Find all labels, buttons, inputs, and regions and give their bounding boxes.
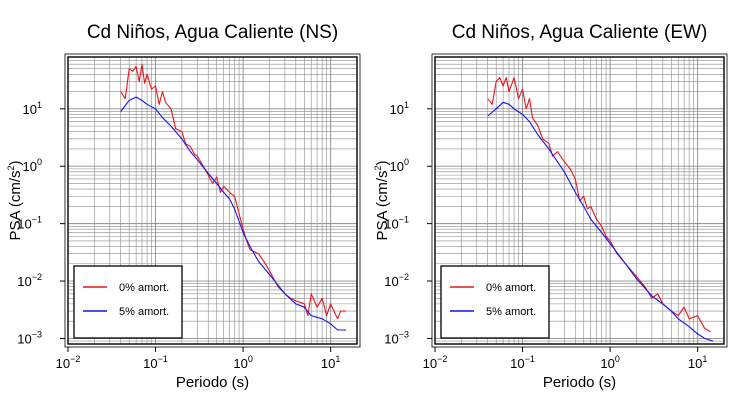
chart-1-title: Cd Niños, Agua Caliente (EW)	[452, 22, 708, 43]
chart-1-y-axis-label: PSA (cm/s2)	[373, 160, 391, 240]
chart-1-y-tick-label: 100	[390, 157, 409, 174]
chart-0-plot-frame	[67, 56, 358, 345]
chart-0-legend-label-0: 0% amort.	[119, 282, 169, 294]
chart-1-legend-box	[440, 265, 550, 339]
chart-0-x-tick-label: 101	[321, 354, 340, 371]
chart-1-legend-label-1: 5% amort.	[486, 306, 536, 318]
chart-0-series-line-1	[120, 96, 347, 331]
chart-1-series-line-1	[487, 101, 714, 342]
chart-1-y-tick-label: 101	[390, 100, 409, 117]
chart-0-y-tick-label: 10−2	[17, 272, 42, 289]
chart-1-x-tick-label: 10−2	[423, 354, 448, 371]
chart-0: 10−2 10−1 100 101 10−3 10−2 10−1 100 101 Cd Niños…	[6, 22, 361, 391]
chart-0-x-tick-label: 100	[233, 354, 252, 371]
chart-1-x-axis-label: Periodo (s)	[543, 374, 616, 391]
chart-1-x-tick-label: 101	[688, 354, 707, 371]
chart-0-legend: 0% amort. 5% amort.	[73, 265, 183, 339]
chart-1-x-tick-label: 10−1	[510, 354, 535, 371]
chart-0-x-tick-label: 10−2	[56, 354, 81, 371]
chart-0-y-tick-label: 10−1	[17, 215, 42, 232]
chart-0-x-tick-label: 10−1	[143, 354, 168, 371]
chart-0-legend-box	[73, 265, 183, 339]
chart-0-x-axis-label: Periodo (s)	[176, 374, 249, 391]
chart-1-legend: 0% amort. 5% amort.	[440, 265, 550, 339]
chart-1-plot-outer-frame	[431, 53, 728, 348]
chart-0-y-axis-label: PSA (cm/s2)	[6, 160, 24, 240]
chart-0-y-tick-label: 10−3	[17, 329, 42, 346]
chart-0-y-tick-label: 101	[23, 100, 42, 117]
chart-1-x-tick-label: 100	[600, 354, 619, 371]
chart-0-series-line-0	[120, 63, 347, 320]
chart-1-y-tick-label: 10−3	[384, 329, 409, 346]
chart-0-legend-label-1: 5% amort.	[119, 306, 169, 318]
chart-1-y-tick-label: 10−1	[384, 215, 409, 232]
chart-1-grid	[434, 56, 725, 345]
chart-1-y-tick-label: 10−2	[384, 272, 409, 289]
chart-0-plot-outer-frame	[64, 53, 361, 348]
chart-1-plot-frame	[434, 56, 725, 345]
chart-1: 10−2 10−1 100 101 10−3 10−2 10−1 100 101 Cd Niños…	[373, 22, 728, 391]
chart-0-title: Cd Niños, Agua Caliente (NS)	[87, 22, 338, 43]
chart-1-legend-label-0: 0% amort.	[486, 282, 536, 294]
chart-0-y-tick-label: 100	[23, 157, 42, 174]
